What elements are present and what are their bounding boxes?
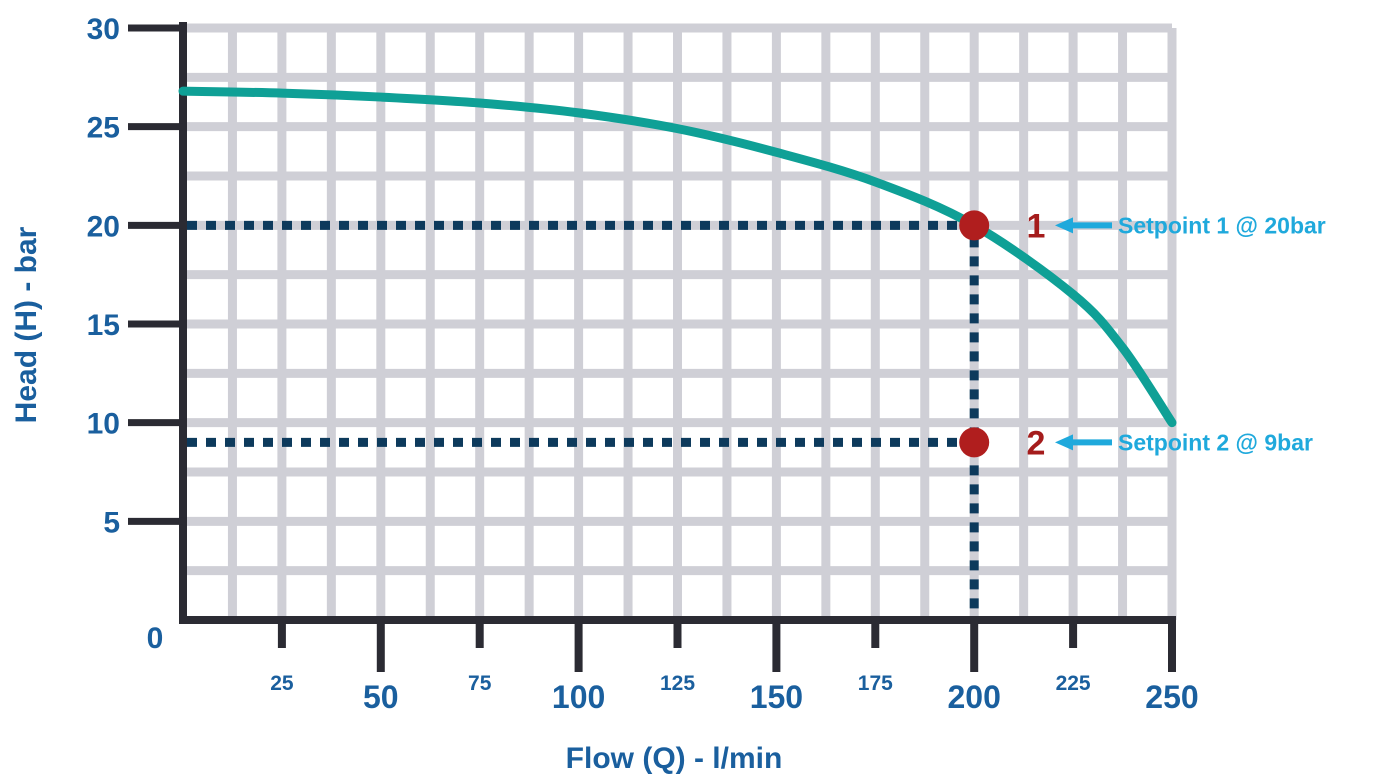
setpoint-guides (187, 220, 979, 616)
y-tick-label: 30 (87, 13, 120, 46)
y-tick-label: 20 (87, 210, 120, 243)
y-tick-label: 10 (87, 408, 120, 441)
setpoint-2-number: 2 (1027, 424, 1046, 462)
x-tick-label: 250 (1145, 679, 1198, 715)
x-axis-ticks: 25 50 75 100 125 150 175 200 225 250 (270, 620, 1199, 715)
x-tick-label: 100 (552, 679, 605, 715)
setpoint-1-marker (959, 210, 990, 241)
setpoint-markers: 1 Setpoint 1 @ 20bar 2 Setpoint 2 @ 9bar (959, 207, 1326, 462)
y-tick-label: 15 (87, 309, 120, 342)
setpoint-1-label: Setpoint 1 @ 20bar (1118, 212, 1326, 238)
setpoint-2-arrow-head (1055, 434, 1073, 451)
pump-curve-line (178, 86, 1177, 428)
x-tick-label: 150 (750, 679, 803, 715)
y-axis-ticks: 0 5 10 15 20 25 30 (87, 13, 183, 655)
x-tick-label: 50 (363, 679, 399, 715)
x-tick-label: 75 (468, 672, 492, 695)
x-tick-label: 125 (660, 672, 695, 695)
y-axis-label: Head (H) - bar (10, 226, 43, 423)
y-tick-label: 25 (87, 112, 120, 145)
y-tick-label: 0 (147, 622, 164, 655)
setpoint-2-marker (959, 427, 990, 458)
setpoint-1-number: 1 (1027, 207, 1046, 245)
x-tick-label: 225 (1056, 672, 1091, 695)
grid (183, 23, 1177, 620)
setpoint-1-arrow-head (1055, 217, 1073, 234)
x-tick-label: 25 (270, 672, 294, 695)
x-tick-label: 200 (948, 679, 1001, 715)
x-tick-label: 175 (858, 672, 893, 695)
x-axis-label: Flow (Q) - l/min (566, 742, 783, 775)
y-tick-label: 5 (103, 506, 120, 539)
setpoint-2-label: Setpoint 2 @ 9bar (1118, 429, 1313, 455)
